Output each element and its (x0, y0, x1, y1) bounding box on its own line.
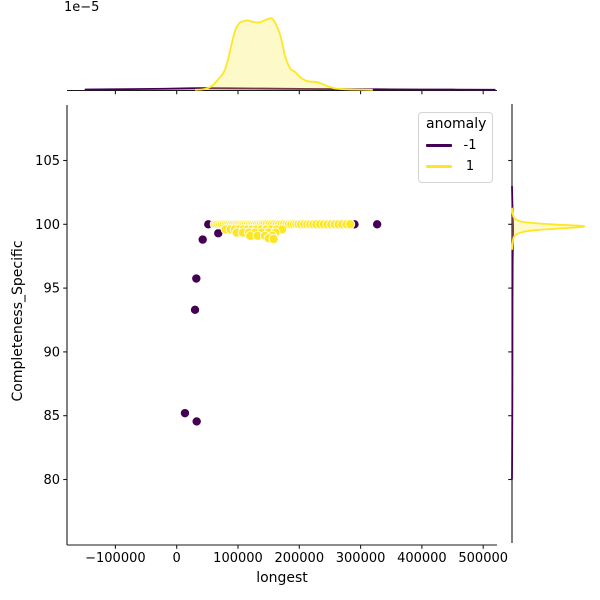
scatter-layer (179, 219, 383, 427)
scatter-point-anomaly--1 (191, 416, 202, 427)
x-axis-label: longest (256, 570, 308, 586)
legend-title: anomaly (426, 116, 487, 132)
right-kde-line-anomaly--1 (511, 185, 514, 480)
legend-swatch-line (426, 144, 452, 147)
legend-item-label: 1 (465, 159, 475, 174)
scatter-point-anomaly-1 (268, 233, 279, 244)
scatter-point-anomaly--1 (372, 219, 383, 230)
x-tick-label: 100000 (213, 551, 263, 566)
right-marginal-axes (508, 104, 586, 543)
right-kde-line-anomaly-1 (511, 207, 586, 250)
main-axes: −100000 0 100000 200000 300000 400000 500000 10… (35, 105, 508, 566)
scatter-point-anomaly--1 (190, 304, 201, 315)
top-kde-line-anomaly-1 (195, 17, 373, 91)
x-tick-label: 400000 (397, 551, 447, 566)
top-marginal-offset-text: 1e−5 (64, 0, 100, 15)
y-tick-label: 100 (35, 218, 60, 233)
x-tick-label: 300000 (336, 551, 386, 566)
x-tick-label: 500000 (458, 551, 508, 566)
legend: anomaly -1 1 (418, 112, 493, 183)
legend-item: -1 (426, 135, 488, 156)
y-tick-label: 105 (35, 154, 60, 169)
legend-items: -1 1 (426, 135, 488, 177)
y-axis-label: Completeness_Specific (10, 240, 26, 402)
top-marginal-axes (67, 17, 497, 95)
scatter-point-anomaly-1 (345, 219, 356, 230)
scatter-point-anomaly--1 (191, 273, 202, 284)
top-kde-line-anomaly--1 (84, 87, 496, 91)
x-tick-label: −100000 (85, 551, 146, 566)
y-tick-label: 90 (43, 345, 60, 360)
x-tick-label: 200000 (274, 551, 324, 566)
y-tick-label: 95 (43, 282, 60, 297)
scatter-point-anomaly--1 (179, 408, 190, 419)
y-tick-label: 80 (43, 473, 60, 488)
y-tick-label: 85 (43, 409, 60, 424)
x-tick-label: 0 (173, 551, 181, 566)
legend-item-label: -1 (463, 138, 477, 153)
legend-swatch-line (426, 165, 452, 168)
scatter-point-anomaly--1 (197, 234, 208, 245)
legend-item: 1 (426, 156, 488, 177)
